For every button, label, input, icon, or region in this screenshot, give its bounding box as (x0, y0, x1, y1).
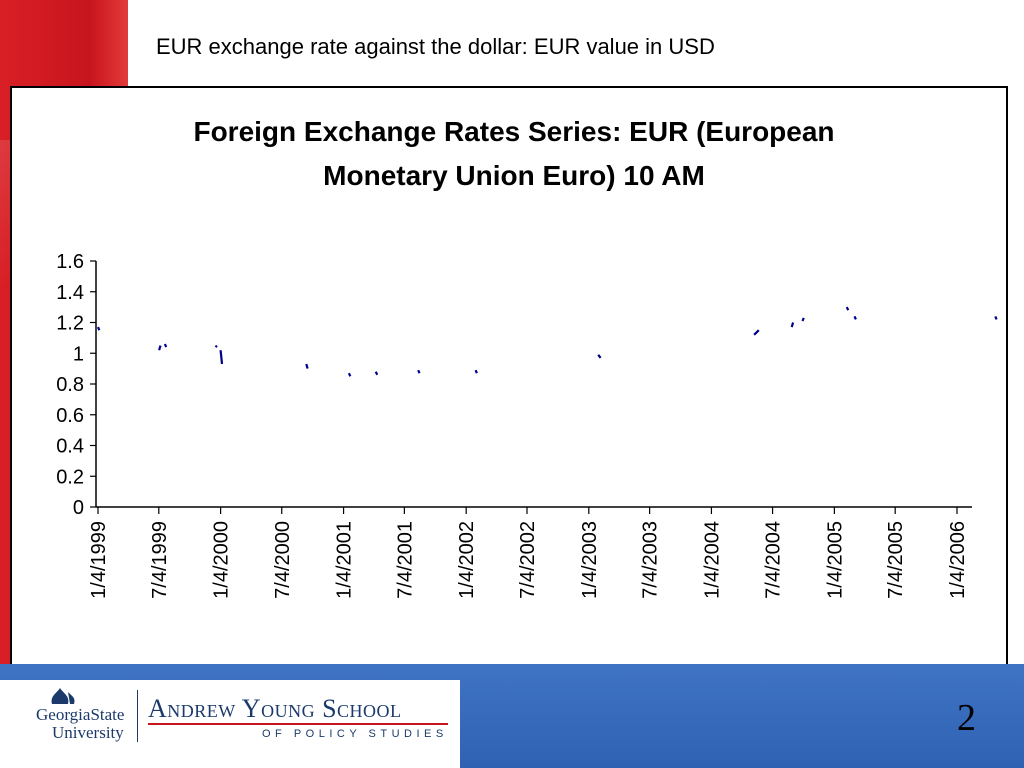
series-line-segment (163, 343, 168, 348)
x-tick-label: 7/4/2002 (517, 521, 539, 599)
series-line-segment (845, 306, 850, 311)
y-tick-label: 0 (73, 497, 84, 519)
series-line-segment (305, 363, 309, 369)
series-line-segment (597, 354, 602, 359)
school-underline (148, 723, 448, 725)
chart-axes (95, 261, 972, 508)
series-line-segment (96, 326, 101, 331)
x-tick-label: 7/4/2005 (885, 521, 907, 599)
x-tick-label: 7/4/2001 (394, 521, 416, 599)
series-line-segment (753, 329, 760, 336)
x-tick-label: 1/4/2001 (334, 521, 356, 599)
y-tick-label: 1.6 (56, 251, 84, 273)
x-tick-label: 7/4/2004 (763, 521, 785, 599)
gsu-name-line-1: GeorgiaState (36, 705, 125, 724)
x-tick-label: 1/4/2005 (824, 521, 846, 599)
x-tick-label: 1/4/2004 (701, 521, 723, 599)
x-tick-label: 7/4/2003 (640, 521, 662, 599)
series-line-segment (347, 372, 352, 377)
y-tick-label: 1.4 (56, 282, 84, 304)
series-line-segment (417, 369, 421, 374)
chart-title-line-1: Foreign Exchange Rates Series: EUR (Euro… (193, 116, 834, 147)
y-tick-label: 0.8 (56, 374, 84, 396)
slide-title: EUR exchange rate against the dollar: EU… (156, 34, 715, 59)
logo-divider (137, 690, 138, 742)
series-line-segment (801, 317, 805, 322)
x-tick-label: 1/4/2006 (947, 521, 969, 599)
y-tick-label: 0.6 (56, 405, 84, 427)
series-line-segment (994, 315, 998, 320)
chart-frame: Foreign Exchange Rates Series: EUR (Euro… (10, 86, 1008, 684)
series-line-segment (853, 315, 857, 320)
y-tick-label: 0.4 (56, 436, 84, 458)
x-tick-label: 1/4/2000 (211, 521, 233, 599)
x-tick-label: 7/4/1999 (149, 521, 171, 599)
y-axis-ticks: 0 0.2 0.4 0.6 0.8 1 1.2 1.4 1.6 (56, 251, 96, 519)
school-name: Andrew Young School (148, 694, 402, 723)
series-line-segment (790, 322, 795, 328)
series-line-segment (474, 369, 478, 374)
series-line-segment (219, 350, 224, 365)
y-tick-label: 1.2 (56, 313, 84, 335)
x-tick-label: 1/4/2002 (456, 521, 478, 599)
series-eur-usd (96, 306, 998, 377)
series-line-segment (374, 371, 379, 376)
gsu-flame-icon (51, 688, 75, 704)
school-subtitle: OF POLICY STUDIES (262, 728, 448, 740)
series-line-segment (158, 345, 162, 351)
series-line-segment (214, 344, 218, 348)
page-number: 2 (957, 697, 976, 739)
exchange-rate-chart: Foreign Exchange Rates Series: EUR (Euro… (56, 116, 998, 599)
y-tick-label: 1 (73, 343, 84, 365)
chart-title-line-2: Monetary Union Euro) 10 AM (323, 160, 705, 191)
x-tick-label: 1/4/1999 (88, 521, 110, 599)
x-axis-ticks: 1/4/1999 7/4/1999 1/4/2000 7/4/2000 1/4/2001… (88, 507, 969, 599)
y-tick-label: 0.2 (56, 466, 84, 488)
x-tick-label: 7/4/2000 (272, 521, 294, 599)
x-tick-label: 1/4/2003 (579, 521, 601, 599)
gsu-name-line-2: University (52, 723, 124, 742)
